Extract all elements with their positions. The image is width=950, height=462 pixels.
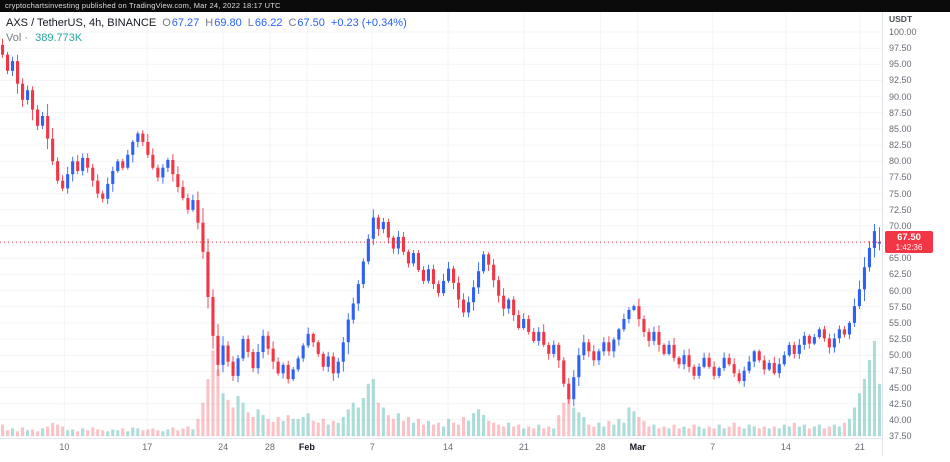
price-axis-label: 52.50	[889, 334, 912, 345]
price-axis-label: 100.00	[889, 27, 917, 37]
last-price-tag: 67.50 1:42:36	[885, 231, 933, 254]
volume-value: 389.773K	[35, 32, 83, 44]
chart-legend: AXS / TetherUS, 4h, BINANCE O67.27 H69.80 L…	[6, 16, 407, 46]
price-axis-label: 77.50	[889, 172, 912, 183]
time-axis-label: 14	[443, 442, 454, 452]
currency-label: USDT	[889, 14, 913, 24]
price-axis-label: 87.50	[889, 107, 912, 118]
time-axis-label: 24	[218, 442, 229, 452]
price-axis-label: 40.00	[889, 414, 912, 425]
time-axis-label: 7	[710, 442, 716, 452]
high-value: 69.80	[214, 17, 242, 29]
price-axis-label: 47.50	[889, 366, 912, 377]
time-axis-label: 17	[142, 442, 153, 452]
volume-separator: ·	[24, 32, 29, 44]
price-axis-label: 50.00	[889, 350, 912, 361]
price-axis-label: 90.00	[889, 91, 912, 102]
open-value: 67.27	[171, 17, 200, 29]
publish-text[interactable]: cryptochartsinvesting published on Tradi…	[5, 1, 281, 10]
time-axis-label: 10	[59, 442, 70, 452]
price-axis-label: 42.50	[889, 398, 912, 409]
change-value: +0.23 (+0.34%)	[330, 17, 407, 29]
chart-area: AXS / TetherUS, 4h, BINANCE O67.27 H69.80 L…	[0, 12, 950, 462]
volume-row: Vol · 389.773K	[6, 31, 407, 46]
price-axis[interactable]: USDT 67.50 1:42:36 100.00 97.50 95.00 92.50…	[882, 12, 950, 456]
low-label: L	[247, 17, 254, 29]
low-value: 66.22	[254, 17, 283, 29]
price-axis-label: 80.00	[889, 156, 912, 167]
volume-label: Vol	[6, 32, 22, 44]
price-axis-label: 85.00	[889, 123, 912, 134]
symbol-title: AXS / TetherUS, 4h, BINANCE	[6, 17, 157, 29]
time-axis-label: 28	[595, 442, 606, 452]
time-axis[interactable]: 10 17 24 28 Feb 7 14 21 28 Mar 7 14 21	[0, 438, 882, 457]
symbol-row: AXS / TetherUS, 4h, BINANCE O67.27 H69.80 L…	[6, 16, 407, 31]
time-axis-label: Mar	[629, 442, 646, 452]
price-axis-label: 45.00	[889, 382, 912, 393]
price-axis-label: 82.50	[889, 140, 912, 151]
price-axis-label: 60.00	[889, 285, 912, 296]
chart-plot[interactable]	[0, 12, 882, 438]
bar-countdown: 1:42:36	[895, 243, 923, 253]
open-label: O	[162, 17, 171, 29]
price-axis-label: 65.00	[889, 253, 912, 264]
grid-layer	[0, 12, 882, 438]
price-axis-label: 92.50	[889, 75, 912, 86]
close-label: C	[288, 17, 297, 29]
price-axis-label: 57.50	[889, 301, 912, 312]
price-axis-label: 72.50	[889, 204, 912, 215]
price-axis-label: 62.50	[889, 269, 912, 280]
price-axis-label: 37.50	[889, 431, 912, 441]
last-price-value: 67.50	[897, 232, 921, 244]
time-axis-label: Feb	[298, 442, 315, 452]
volume-layer	[1, 341, 881, 437]
time-axis-label: 21	[854, 442, 865, 452]
price-axis-label: 97.50	[889, 43, 912, 54]
time-axis-label: 14	[780, 442, 791, 452]
publish-bar[interactable]: cryptochartsinvesting published on Tradi…	[0, 0, 950, 12]
high-label: H	[205, 17, 214, 29]
price-axis-label: 70.00	[889, 220, 912, 231]
close-value: 67.50	[297, 17, 325, 29]
price-axis-label: 75.00	[889, 188, 912, 199]
time-axis-label: 21	[518, 442, 529, 452]
candles-layer	[1, 38, 881, 407]
time-axis-label: 28	[264, 442, 275, 452]
time-axis-label: 7	[369, 442, 375, 452]
price-axis-label: 95.00	[889, 59, 912, 70]
price-axis-label: 55.00	[889, 317, 912, 328]
